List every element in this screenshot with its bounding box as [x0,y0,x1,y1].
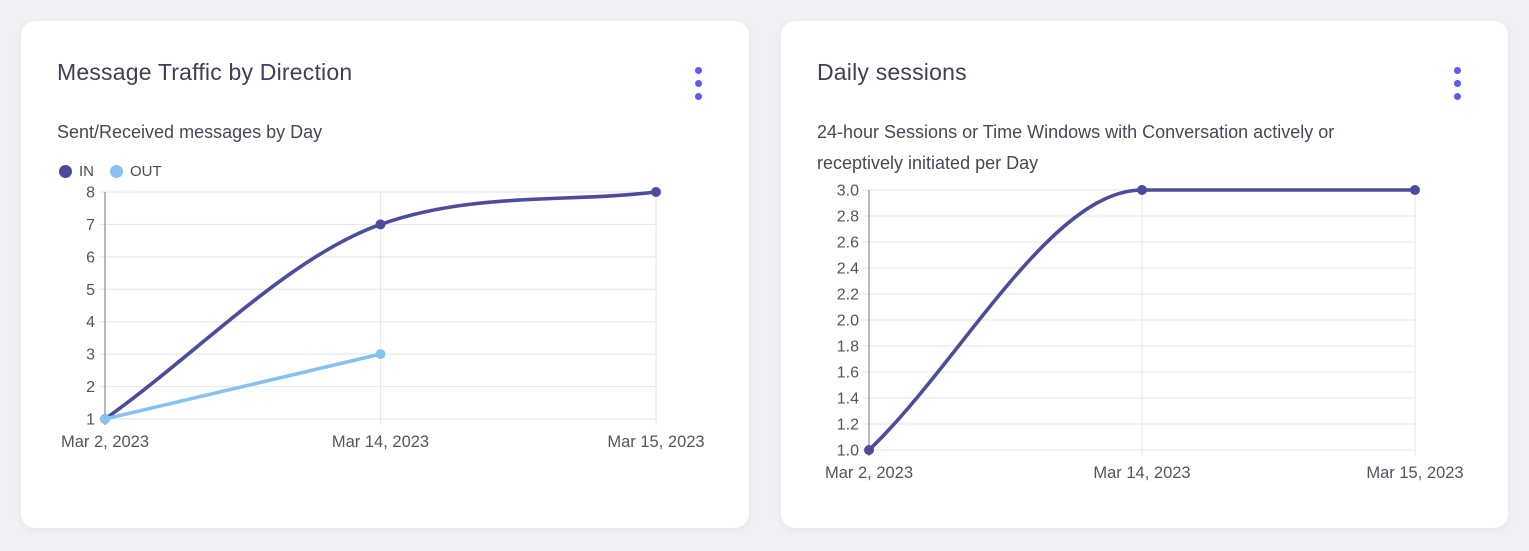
daily-sessions-card: Daily sessions 24-hour Sessions or Time … [781,21,1508,528]
legend-item-out[interactable]: OUT [110,163,162,180]
kebab-dot [1453,79,1461,87]
y-tick-label: 2.4 [837,261,859,278]
legend-out-dot-icon [110,164,123,178]
x-tick-label: Mar 14, 2023 [1093,464,1190,482]
daily-sessions-chart: 1.0 1.2 1.4 1.6 1.8 2.0 2.2 2.4 2.6 2.8 3.0 Mar 2, … [825,183,1464,483]
legend-item-in[interactable]: IN [59,163,94,180]
y-tick-label: 3 [86,347,95,364]
subtitle-line: Sent/Received messages by Day [57,122,323,142]
y-tick-label: 6 [86,249,95,266]
data-point-out[interactable] [100,414,110,424]
y-tick-label: 1.6 [837,365,859,382]
subtitle-line: receptively initiated per Day [817,153,1039,173]
data-point-daily-sessions[interactable] [1410,185,1420,195]
data-point-daily-sessions[interactable] [864,445,874,455]
y-tick-label: 4 [86,314,95,331]
y-tick-label: 2.2 [837,287,859,304]
x-tick-label: Mar 14, 2023 [332,433,429,451]
y-tick-label: 8 [86,185,95,202]
legend-in-dot-icon [59,164,72,178]
x-tick-label: Mar 2, 2023 [825,464,913,482]
kebab-dot [1453,66,1461,74]
y-tick-label: 2.0 [837,313,859,330]
kebab-dot [694,92,702,100]
y-tick-label: 7 [86,217,95,234]
x-tick-label: Mar 2, 2023 [61,433,149,451]
data-point-out[interactable] [375,349,386,360]
legend-label: IN [79,162,94,180]
message-traffic-chart: 1 2 3 4 5 6 7 8 Mar 2, 2023 Mar 14, 2023 Mar 15, 2… [61,185,705,452]
subtitle-line: 24-hour Sessions or Time Windows with Co… [817,122,1335,142]
x-tick-label: Mar 15, 2023 [607,433,704,451]
kebab-menu-icon[interactable] [685,63,711,103]
y-tick-label: 2.8 [837,209,859,226]
y-tick-label: 5 [86,282,95,299]
y-tick-label: 1.0 [837,443,859,460]
series-line-daily-sessions [867,188,1417,452]
series-line-out [103,352,383,421]
y-tick-label: 1.4 [837,391,859,408]
legend-label: OUT [130,162,162,180]
x-tick-label: Mar 15, 2023 [1366,464,1463,482]
kebab-dot [694,79,702,87]
chart-legend: IN OUT [59,158,162,184]
y-tick-label: 2.6 [837,235,859,252]
message-traffic-card: Message Traffic by Direction Sent/Receiv… [21,21,749,528]
card-subtitle: 24-hour Sessions or Time Windows with Co… [817,117,1334,179]
card-title: Daily sessions [817,59,967,85]
y-tick-label: 1.8 [837,339,859,356]
kebab-dot [694,66,702,74]
data-point-in[interactable] [375,219,386,230]
data-point-in[interactable] [651,187,661,197]
y-tick-label: 1.2 [837,417,859,434]
data-point-daily-sessions[interactable] [1137,185,1147,195]
y-tick-label: 2 [86,379,95,396]
kebab-dot [1453,92,1461,100]
card-subtitle: Sent/Received messages by Day [57,117,322,148]
card-title: Message Traffic by Direction [57,59,353,85]
y-tick-label: 1 [86,412,95,429]
y-tick-label: 3.0 [837,183,859,200]
kebab-menu-icon[interactable] [1444,63,1470,103]
